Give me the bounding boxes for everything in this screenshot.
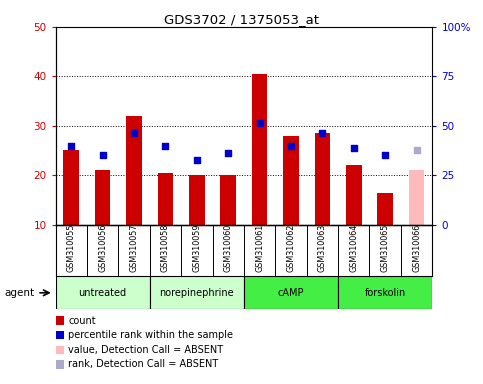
Bar [283,136,299,225]
Text: GSM310064: GSM310064 [349,224,358,272]
Bar [95,170,111,225]
Point [193,157,201,164]
Text: GSM310058: GSM310058 [161,224,170,272]
Point [130,130,138,136]
Bar [346,166,362,225]
Bar [189,175,205,225]
Point [319,130,327,136]
Bar [126,116,142,225]
Bar [377,192,393,225]
Text: GSM310063: GSM310063 [318,224,327,272]
Point [350,145,357,151]
Text: GSM310060: GSM310060 [224,224,233,272]
Text: GDS3702 / 1375053_at: GDS3702 / 1375053_at [164,13,319,26]
Text: percentile rank within the sample: percentile rank within the sample [68,330,233,340]
Text: GSM310065: GSM310065 [381,224,390,272]
Text: GSM310066: GSM310066 [412,224,421,272]
Bar [63,151,79,225]
Text: norepinephrine: norepinephrine [159,288,234,298]
Point [287,142,295,149]
Text: value, Detection Call = ABSENT: value, Detection Call = ABSENT [68,345,223,355]
Bar [252,74,268,225]
Point [161,142,170,149]
Text: GSM310056: GSM310056 [98,224,107,272]
Text: cAMP: cAMP [278,288,304,298]
Text: untreated: untreated [79,288,127,298]
Text: GSM310062: GSM310062 [286,224,296,272]
Text: GSM310057: GSM310057 [129,224,139,272]
Bar [220,175,236,225]
Bar [244,276,338,309]
Bar [409,170,425,225]
Point [224,150,232,156]
Point [256,120,264,126]
Text: GSM310059: GSM310059 [192,224,201,272]
Point [68,142,75,149]
Text: GSM310055: GSM310055 [67,224,76,272]
Text: agent: agent [5,288,35,298]
Bar [150,276,244,309]
Bar [314,133,330,225]
Point [99,152,107,159]
Text: rank, Detection Call = ABSENT: rank, Detection Call = ABSENT [68,359,218,369]
Text: count: count [68,316,96,326]
Bar [157,173,173,225]
Text: GSM310061: GSM310061 [255,224,264,272]
Text: forskolin: forskolin [365,288,406,298]
Bar [338,276,432,309]
Bar [56,276,150,309]
Point [412,147,420,154]
Point [382,152,389,159]
